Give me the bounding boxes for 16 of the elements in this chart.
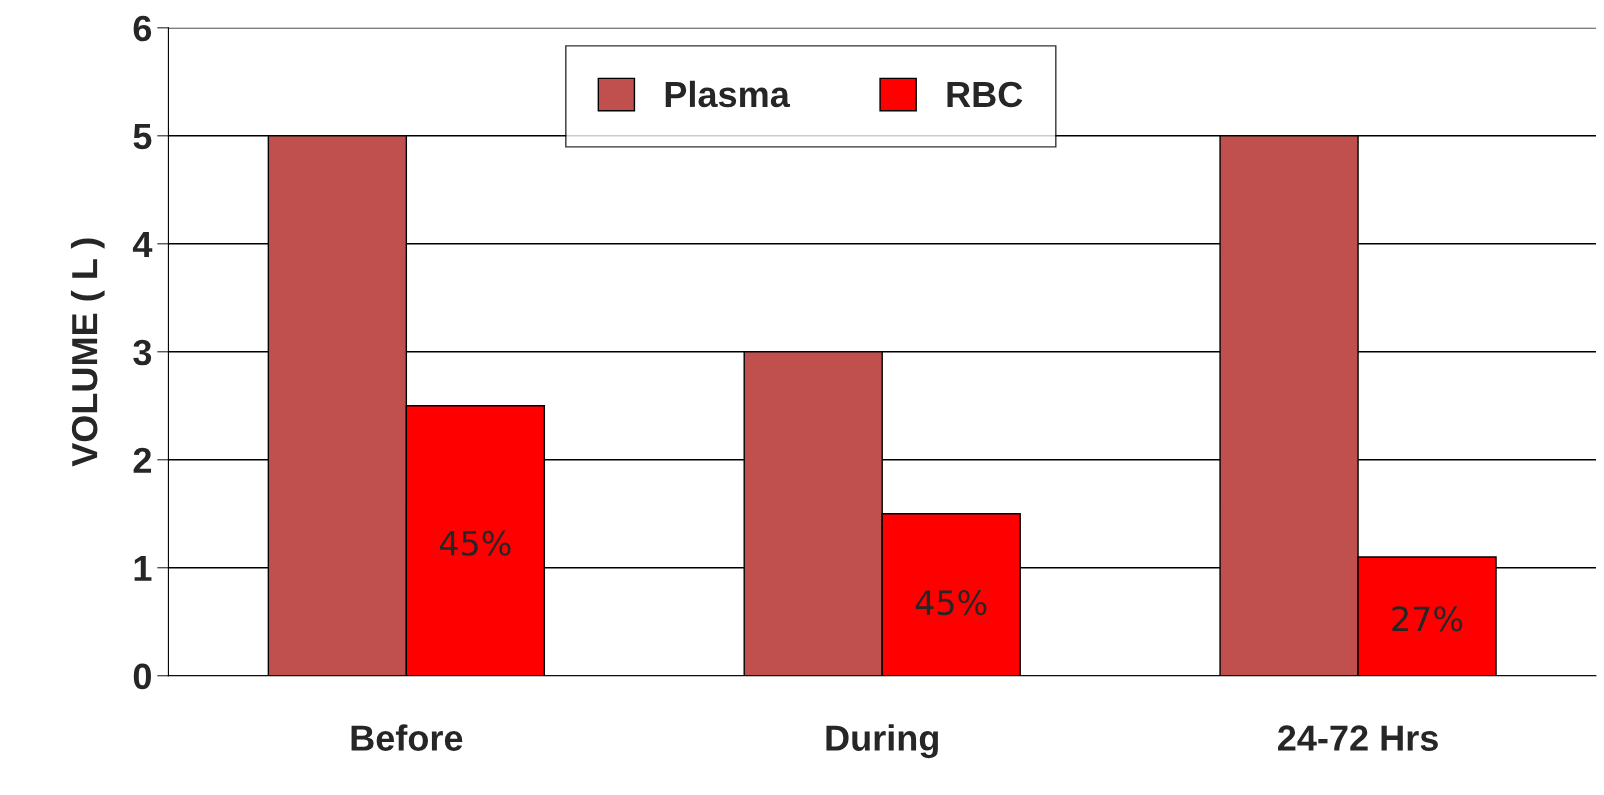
y-tick-label: 0 xyxy=(133,663,151,690)
y-tick-label: 1 xyxy=(134,556,152,581)
legend-label: RBC xyxy=(947,81,1023,108)
y-tick-label: 6 xyxy=(133,15,152,42)
y-tick-label: 4 xyxy=(132,232,153,257)
legend-label: Plasma xyxy=(665,80,791,108)
annotation: 27% xyxy=(1392,606,1463,632)
y-tick-label: 3 xyxy=(133,339,152,366)
y-tick-label: 2 xyxy=(133,447,151,473)
x-tick-label: Before xyxy=(351,724,463,751)
x-tick-label: 24-72 Hrs xyxy=(1278,725,1438,751)
y-tick-label: 5 xyxy=(133,124,152,150)
x-tick-label: During xyxy=(826,724,938,759)
y-axis-title: VOLUME ( L ) xyxy=(70,238,105,467)
annotation: 45% xyxy=(915,590,987,616)
annotation: 45% xyxy=(439,530,511,556)
